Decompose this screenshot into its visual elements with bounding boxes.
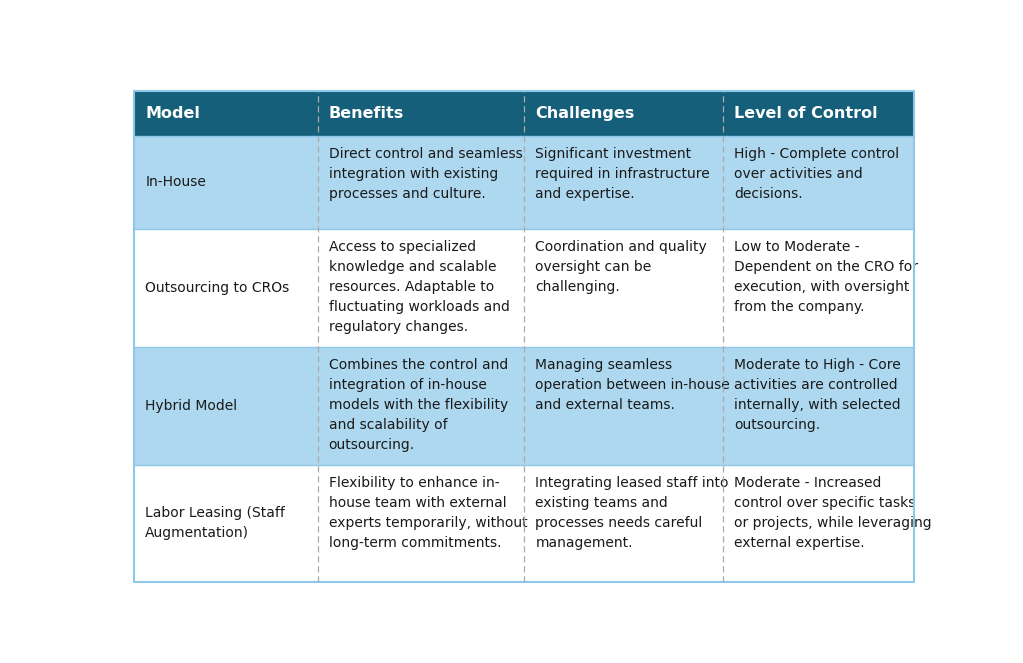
Text: Labor Leasing (Staff
Augmentation): Labor Leasing (Staff Augmentation) bbox=[145, 507, 285, 540]
Bar bbox=[317, 347, 525, 465]
Text: Significant investment
required in infrastructure
and expertise.: Significant investment required in infra… bbox=[535, 147, 710, 202]
Text: Coordination and quality
oversight can be
challenging.: Coordination and quality oversight can b… bbox=[535, 240, 707, 294]
Text: Moderate - Increased
control over specific tasks
or projects, while leveraging
e: Moderate - Increased control over specif… bbox=[735, 476, 932, 550]
Bar bbox=[134, 347, 317, 465]
Bar bbox=[134, 91, 317, 136]
Bar bbox=[317, 91, 525, 136]
Bar bbox=[723, 465, 915, 582]
Bar bbox=[525, 347, 723, 465]
Text: Low to Moderate -
Dependent on the CRO for
execution, with oversight
from the co: Low to Moderate - Dependent on the CRO f… bbox=[735, 240, 919, 314]
Bar bbox=[723, 229, 915, 347]
Text: Combines the control and
integration of in-house
models with the flexibility
and: Combines the control and integration of … bbox=[328, 358, 507, 452]
Bar bbox=[723, 91, 915, 136]
Text: High - Complete control
over activities and
decisions.: High - Complete control over activities … bbox=[735, 147, 899, 202]
Text: Hybrid Model: Hybrid Model bbox=[145, 398, 237, 412]
Text: Integrating leased staff into
existing teams and
processes needs careful
managem: Integrating leased staff into existing t… bbox=[535, 476, 728, 550]
Bar bbox=[723, 136, 915, 229]
Bar bbox=[525, 465, 723, 582]
Text: Direct control and seamless
integration with existing
processes and culture.: Direct control and seamless integration … bbox=[328, 147, 523, 202]
Text: Challenges: Challenges bbox=[535, 106, 634, 121]
Text: In-House: In-House bbox=[145, 175, 207, 190]
Text: Access to specialized
knowledge and scalable
resources. Adaptable to
fluctuating: Access to specialized knowledge and scal… bbox=[328, 240, 509, 334]
Bar bbox=[134, 229, 317, 347]
Text: Level of Control: Level of Control bbox=[735, 106, 878, 121]
Bar bbox=[317, 136, 525, 229]
Text: Managing seamless
operation between in-house
and external teams.: Managing seamless operation between in-h… bbox=[535, 358, 730, 412]
Text: Outsourcing to CROs: Outsourcing to CROs bbox=[145, 280, 290, 294]
Text: Moderate to High - Core
activities are controlled
internally, with selected
outs: Moderate to High - Core activities are c… bbox=[735, 358, 901, 432]
Text: Flexibility to enhance in-
house team with external
experts temporarily, without: Flexibility to enhance in- house team wi… bbox=[328, 476, 527, 550]
Bar bbox=[134, 136, 317, 229]
Bar bbox=[134, 465, 317, 582]
Bar bbox=[723, 347, 915, 465]
Text: Benefits: Benefits bbox=[328, 106, 404, 121]
Bar bbox=[317, 465, 525, 582]
Text: Model: Model bbox=[145, 106, 201, 121]
Bar bbox=[525, 136, 723, 229]
Bar bbox=[525, 229, 723, 347]
Bar bbox=[317, 229, 525, 347]
Bar bbox=[525, 91, 723, 136]
